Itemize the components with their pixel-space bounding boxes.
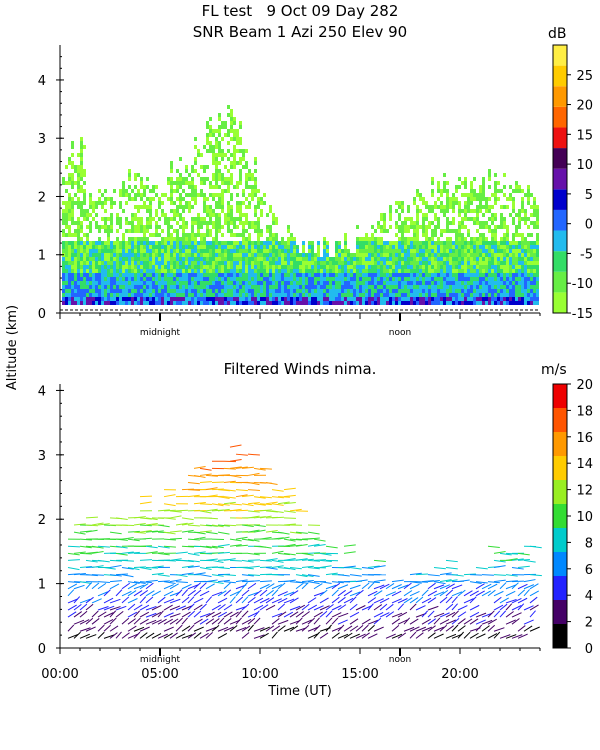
y-tick-label: 0 — [38, 307, 46, 322]
colorbar-segment — [553, 168, 567, 190]
y-tick-label: 3 — [38, 449, 46, 464]
colorbar-segment — [553, 127, 567, 149]
time-marker-label: midnight — [140, 328, 181, 338]
colorbar-tick-label: 15 — [576, 128, 593, 143]
y-tick-label: 3 — [38, 132, 46, 147]
bottom-colorbar-unit: m/s — [541, 362, 567, 378]
top-colorbar-unit: dB — [548, 26, 567, 42]
colorbar-segment — [553, 384, 567, 408]
colorbar-segment — [553, 106, 567, 128]
colorbar-segment — [553, 504, 567, 528]
y-tick-label: 1 — [38, 249, 46, 264]
colorbar-segment — [553, 600, 567, 624]
colorbar-tick-label: 0 — [585, 218, 593, 233]
snr-heatmap — [62, 105, 539, 305]
y-tick-label: 4 — [38, 74, 46, 89]
colorbar-segment — [553, 271, 567, 293]
colorbar-segment — [553, 408, 567, 432]
colorbar-segment — [553, 251, 567, 272]
colorbar-tick-label: 4 — [585, 589, 593, 604]
x-axis-label: Time (UT) — [268, 684, 332, 699]
colorbar-tick-label: 2 — [585, 616, 593, 631]
time-marker-label: midnight — [140, 655, 181, 665]
y-tick-label: 2 — [38, 190, 46, 205]
colorbar-segment — [553, 209, 567, 231]
colorbar-segment — [553, 45, 567, 66]
colorbar-tick-label: 20 — [576, 99, 593, 114]
colorbar-segment — [553, 86, 567, 107]
colorbar-segment — [553, 624, 567, 648]
colorbar-tick-label: 12 — [576, 484, 593, 499]
y-tick-label: 2 — [38, 513, 46, 528]
colorbar-segment — [553, 292, 567, 313]
colorbar-segment — [553, 480, 567, 504]
axes: 0 1 2 3 4 0 1 2 3 4 midnight noon midnight noon 00:00 0… — [38, 45, 541, 682]
bottom-colorbar: 0 2 4 6 8 10 12 14 16 18 20 — [552, 378, 593, 657]
colorbar-tick-label: 16 — [576, 431, 593, 446]
x-tick-label: 20:00 — [441, 667, 478, 682]
colorbar-tick-label: 18 — [576, 404, 593, 419]
bottom-chart-title: Filtered Winds nima. — [223, 360, 377, 378]
x-tick-label: 00:00 — [41, 667, 78, 682]
colorbar-segment — [553, 528, 567, 552]
colorbar-tick-label: -10 — [572, 277, 593, 292]
top-chart-title: FL test 9 Oct 09 Day 282 — [201, 2, 399, 20]
colorbar-tick-label: 20 — [576, 378, 593, 393]
colorbar-tick-label: 5 — [585, 188, 593, 203]
colorbar-tick-label: -15 — [572, 307, 593, 322]
colorbar-segment — [553, 148, 567, 169]
time-marker-label: noon — [389, 655, 411, 665]
colorbar-segment — [553, 552, 567, 576]
colorbar-segment — [553, 432, 567, 456]
wind-barbs — [67, 444, 542, 639]
y-tick-label: 4 — [38, 384, 46, 399]
colorbar-tick-label: 25 — [576, 69, 593, 84]
x-tick-label: 05:00 — [141, 667, 178, 682]
colorbar-tick-label: -5 — [580, 247, 593, 262]
colorbar-tick-label: 10 — [576, 158, 593, 173]
colorbar-tick-label: 14 — [576, 457, 593, 472]
time-marker-label: noon — [389, 328, 411, 338]
colorbar-segment — [553, 189, 567, 210]
colorbar-segment — [553, 576, 567, 600]
colorbar-segment — [553, 456, 567, 480]
x-tick-label: 10:00 — [241, 667, 278, 682]
colorbar-tick-label: 8 — [585, 536, 593, 551]
y-tick-label: 1 — [38, 578, 46, 593]
x-tick-label: 15:00 — [341, 667, 378, 682]
colorbar-tick-label: 6 — [585, 563, 593, 578]
colorbar-segment — [553, 230, 567, 252]
colorbar-tick-label: 0 — [585, 642, 593, 657]
colorbar-segment — [553, 65, 567, 87]
top-colorbar: -15 -10 -5 0 5 10 15 20 25 — [552, 44, 593, 322]
y-tick-label: 0 — [38, 642, 46, 657]
top-chart-subtitle: SNR Beam 1 Azi 250 Elev 90 — [192, 23, 408, 41]
colorbar-tick-label: 10 — [576, 510, 593, 525]
